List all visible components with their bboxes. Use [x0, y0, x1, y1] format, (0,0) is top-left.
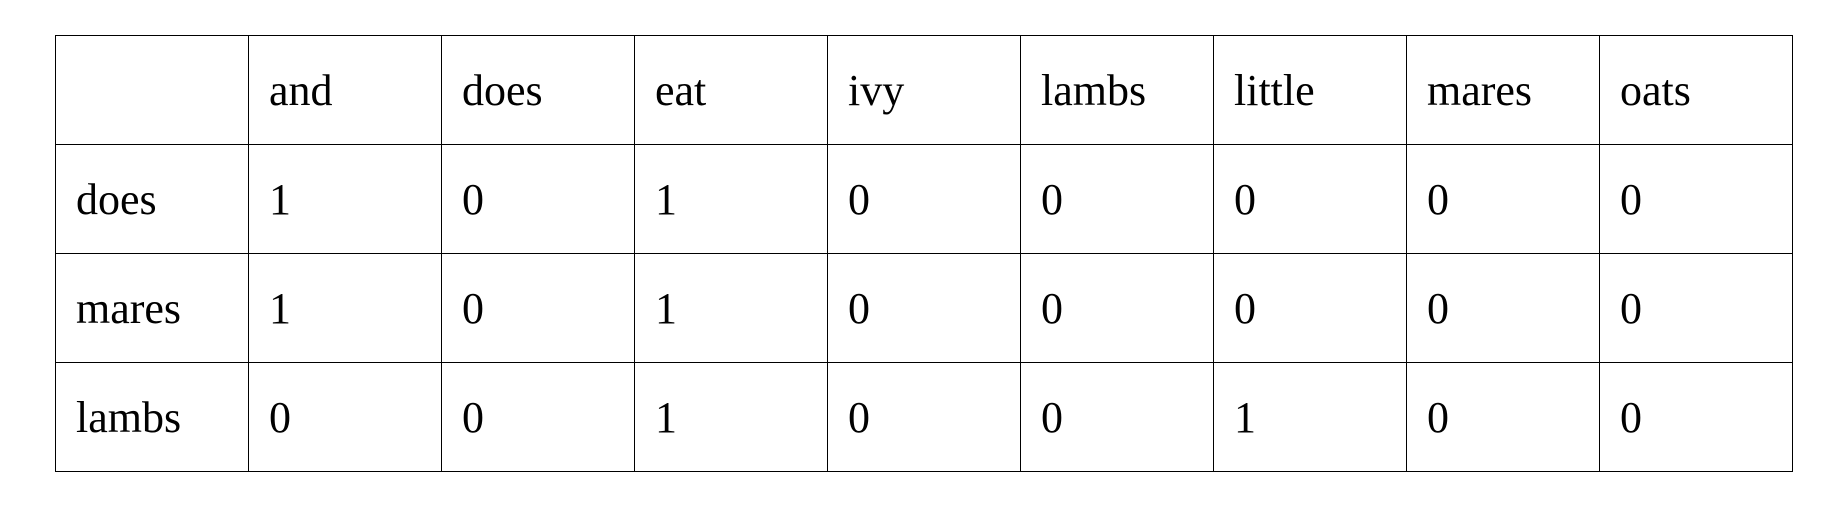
- column-header: little: [1213, 35, 1407, 145]
- table-cell: 0: [441, 144, 635, 254]
- table-cell: 1: [634, 253, 828, 363]
- table-cell: 1: [248, 253, 442, 363]
- row-header: lambs: [55, 362, 249, 472]
- row-header: does: [55, 144, 249, 254]
- column-header: lambs: [1020, 35, 1214, 145]
- table-cell: 0: [1406, 253, 1600, 363]
- matrix-table: and does eat ivy lambs little mares oats does 1 0…: [55, 35, 1793, 472]
- table-cell: 0: [1213, 144, 1407, 254]
- column-header: ivy: [827, 35, 1021, 145]
- table-cell: 1: [1213, 362, 1407, 472]
- table-cell: 0: [1599, 362, 1793, 472]
- header-row: and does eat ivy lambs little mares oats: [55, 35, 1793, 145]
- corner-cell: [55, 35, 249, 145]
- table-cell: 0: [1406, 144, 1600, 254]
- table-cell: 0: [1020, 144, 1214, 254]
- row-header: mares: [55, 253, 249, 363]
- column-header: does: [441, 35, 635, 145]
- table-cell: 0: [1406, 362, 1600, 472]
- column-header: and: [248, 35, 442, 145]
- table-cell: 0: [248, 362, 442, 472]
- table-row: lambs 0 0 1 0 0 1 0 0: [55, 362, 1793, 472]
- table-cell: 0: [1599, 253, 1793, 363]
- table-cell: 1: [248, 144, 442, 254]
- table-cell: 0: [441, 253, 635, 363]
- table-cell: 1: [634, 362, 828, 472]
- table-cell: 0: [827, 253, 1021, 363]
- table-cell: 1: [634, 144, 828, 254]
- table-row: mares 1 0 1 0 0 0 0 0: [55, 253, 1793, 363]
- column-header: oats: [1599, 35, 1793, 145]
- table-cell: 0: [1599, 144, 1793, 254]
- column-header: eat: [634, 35, 828, 145]
- table-cell: 0: [1020, 253, 1214, 363]
- column-header: mares: [1406, 35, 1600, 145]
- table-cell: 0: [441, 362, 635, 472]
- table-cell: 0: [827, 144, 1021, 254]
- table-body: and does eat ivy lambs little mares oats does 1 0…: [55, 35, 1793, 472]
- table-cell: 0: [1020, 362, 1214, 472]
- table-cell: 0: [1213, 253, 1407, 363]
- table-cell: 0: [827, 362, 1021, 472]
- table-row: does 1 0 1 0 0 0 0 0: [55, 144, 1793, 254]
